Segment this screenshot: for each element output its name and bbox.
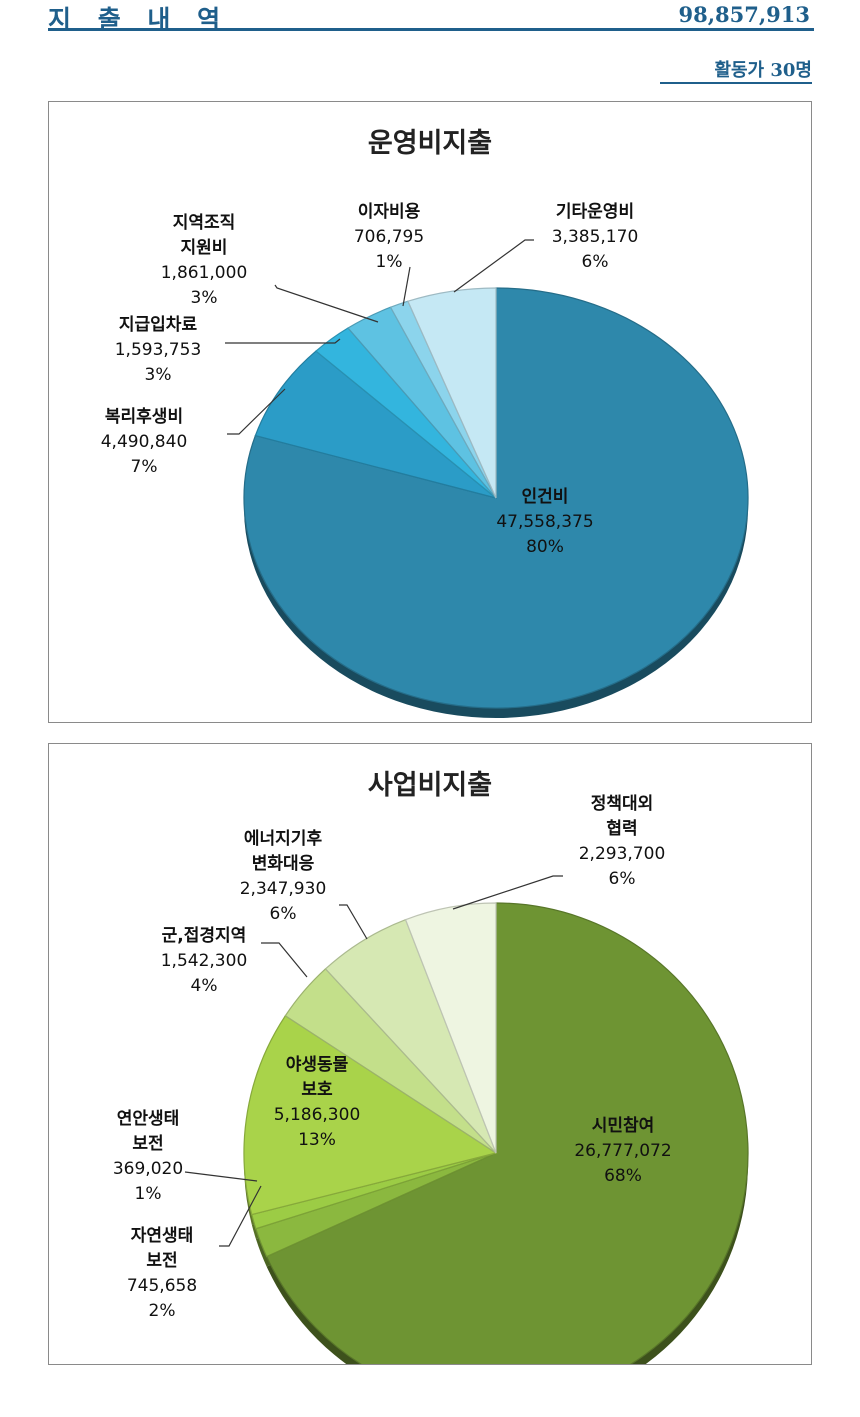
slice-value: 2,347,930 bbox=[240, 879, 327, 899]
slice-percent: 80% bbox=[526, 537, 564, 557]
slice-name: 야생동물 bbox=[286, 1055, 349, 1075]
slice-name: 협력 bbox=[606, 818, 637, 839]
pie-slice-0 bbox=[265, 902, 749, 1364]
slice-name: 보호 bbox=[301, 1080, 333, 1100]
slice-percent: 1% bbox=[376, 252, 403, 272]
slice-value: 5,186,300 bbox=[274, 1105, 361, 1125]
slice-name: 정책대외 bbox=[591, 794, 654, 814]
slice-percent: 6% bbox=[609, 869, 636, 889]
slice-name: 자연생태 bbox=[131, 1226, 194, 1246]
slice-name: 인건비 bbox=[522, 487, 569, 507]
slice-label-4: 이자비용 706,795 1% bbox=[354, 202, 424, 272]
slice-value: 3,385,170 bbox=[552, 227, 639, 247]
project-expense-chart: 사업비지출 시민참여 26,777,072 68% 자연생태 보전 745,658 2% 연안생… bbox=[48, 743, 812, 1365]
slice-percent: 7% bbox=[131, 457, 158, 477]
leader-line-4 bbox=[402, 266, 411, 307]
slice-label-5: 기타운영비 3,385,170 6% bbox=[552, 202, 639, 272]
slice-label-2: 지급입차료 1,593,753 3% bbox=[115, 315, 202, 385]
pie-slice-6 bbox=[404, 902, 497, 1154]
slice-value: 2,293,700 bbox=[579, 844, 666, 864]
pie-slice-5 bbox=[407, 287, 497, 499]
slice-name: 군,접경지역 bbox=[162, 926, 247, 946]
leader-line-1 bbox=[227, 388, 286, 435]
slice-value: 1,593,753 bbox=[115, 340, 202, 360]
slice-percent: 1% bbox=[135, 1184, 162, 1204]
staff-count-underline bbox=[660, 82, 812, 84]
slice-value: 26,777,072 bbox=[574, 1141, 671, 1161]
pie-slice-3 bbox=[243, 1014, 498, 1216]
slice-percent: 13% bbox=[298, 1130, 336, 1150]
slice-value: 4,490,840 bbox=[101, 432, 188, 452]
leader-line-5 bbox=[453, 239, 534, 293]
slice-percent: 4% bbox=[191, 976, 218, 996]
slice-name: 복리후생비 bbox=[105, 406, 183, 427]
slice-name: 기타운영비 bbox=[556, 202, 634, 222]
slice-name: 지역조직 bbox=[173, 213, 236, 233]
leader-line-5 bbox=[339, 904, 368, 940]
slice-percent: 3% bbox=[145, 365, 172, 385]
slice-name: 보전 bbox=[146, 1251, 177, 1271]
slice-label-4: 군,접경지역 1,542,300 4% bbox=[161, 926, 248, 996]
slice-name: 시민참여 bbox=[592, 1115, 655, 1136]
chart-title: 운영비지출 bbox=[368, 128, 492, 159]
project-expense-pie: 사업비지출시민참여26,777,07268%자연생태보전745,6582%연안생… bbox=[113, 770, 749, 1364]
slice-percent: 68% bbox=[604, 1166, 642, 1186]
slice-value: 369,020 bbox=[113, 1159, 183, 1179]
slice-value: 1,542,300 bbox=[161, 951, 248, 971]
slice-value: 1,861,000 bbox=[161, 263, 248, 283]
staff-count: 활동가 30명 bbox=[714, 60, 812, 81]
pie-slice-1 bbox=[254, 350, 497, 499]
slice-percent: 6% bbox=[582, 252, 609, 272]
slice-name: 에너지기후 bbox=[244, 828, 323, 849]
slice-value: 745,658 bbox=[127, 1276, 197, 1296]
header-total: 98,857,913 bbox=[678, 2, 810, 27]
leader-line-2 bbox=[184, 1171, 258, 1182]
leader-line-2 bbox=[225, 338, 341, 344]
chart-title: 사업비지출 bbox=[368, 770, 492, 801]
leader-line-1 bbox=[219, 1185, 262, 1247]
slice-label-0: 인건비 47,558,375 80% bbox=[496, 487, 593, 557]
slice-label-1: 복리후생비 4,490,840 7% bbox=[101, 406, 188, 477]
slice-percent: 2% bbox=[149, 1301, 176, 1321]
slice-name: 연안생태 bbox=[117, 1109, 180, 1129]
leader-line-6 bbox=[452, 875, 563, 910]
leader-line-4 bbox=[261, 942, 308, 978]
slice-name: 이자비용 bbox=[358, 202, 421, 222]
slice-name: 보전 bbox=[132, 1134, 163, 1154]
slice-value: 47,558,375 bbox=[496, 512, 593, 532]
slice-label-0: 시민참여 26,777,072 68% bbox=[574, 1115, 671, 1186]
slice-name: 지급입차료 bbox=[119, 315, 198, 335]
slice-value: 706,795 bbox=[354, 227, 424, 247]
slice-name: 변화대응 bbox=[252, 854, 315, 874]
slice-percent: 3% bbox=[191, 288, 218, 308]
slice-name: 지원비 bbox=[181, 238, 228, 258]
header-rule bbox=[48, 28, 814, 31]
slice-percent: 6% bbox=[270, 904, 297, 924]
leader-line-3 bbox=[274, 284, 379, 323]
